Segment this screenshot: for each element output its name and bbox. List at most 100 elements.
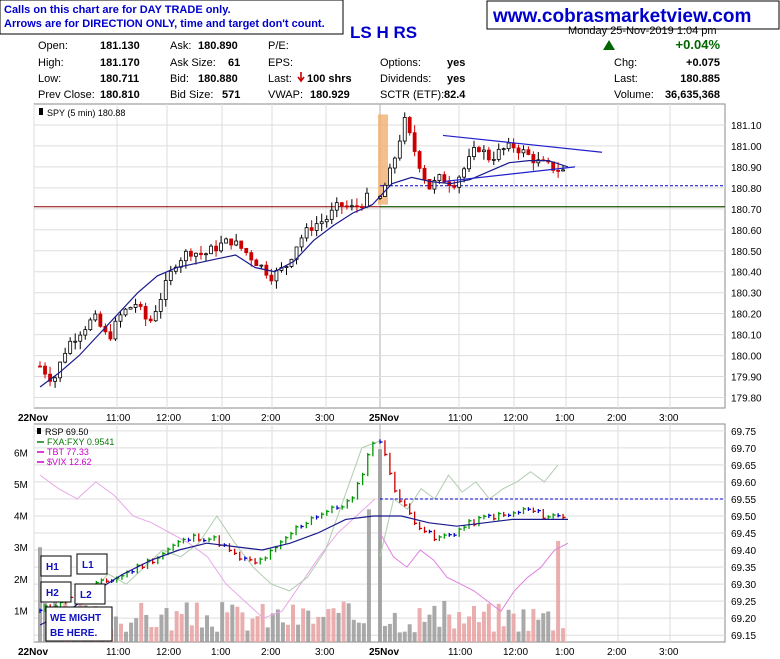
fxa-line-day1 bbox=[89, 440, 381, 595]
indicator-tick-label: 69.35 bbox=[731, 563, 756, 574]
h2-label: H2 bbox=[46, 588, 59, 599]
ask-size-value: 61 bbox=[228, 57, 240, 69]
volume-bar bbox=[422, 621, 427, 642]
candle-body bbox=[269, 274, 274, 282]
indicator-tick-label: 69.50 bbox=[731, 512, 756, 523]
candle-body bbox=[239, 240, 244, 249]
volume-bar bbox=[457, 612, 462, 642]
candle-body bbox=[319, 221, 324, 225]
price-tick-label: 180.30 bbox=[731, 289, 762, 300]
price-tick-label: 180.40 bbox=[731, 268, 762, 279]
last2-label: Last: bbox=[614, 73, 638, 85]
candle-body bbox=[128, 307, 133, 310]
price-tick-label: 180.90 bbox=[731, 163, 762, 174]
indicator-tick-label: 69.15 bbox=[731, 631, 756, 642]
candle-body bbox=[467, 156, 471, 170]
volume-bar bbox=[316, 616, 321, 642]
price-tick-label: 180.10 bbox=[731, 331, 762, 342]
indicator-tick-label: 69.40 bbox=[731, 546, 756, 557]
ask-label: Ask: bbox=[170, 40, 191, 52]
open-value: 181.130 bbox=[100, 40, 140, 52]
candle-body bbox=[249, 252, 254, 261]
volume-bar bbox=[154, 627, 159, 642]
candle-body bbox=[511, 142, 516, 149]
indicator-tick-label: 69.55 bbox=[731, 495, 756, 506]
candle-body bbox=[397, 140, 402, 159]
volume-bar bbox=[174, 611, 179, 642]
date-label: Monday 25-Nov-2019 1:04 pm bbox=[568, 25, 717, 37]
up-triangle-icon bbox=[603, 40, 615, 50]
candle-body bbox=[536, 159, 541, 164]
volume-bar bbox=[491, 631, 496, 642]
indicator-tick-label: 69.75 bbox=[731, 427, 756, 438]
candle-body bbox=[412, 132, 417, 152]
volume-bar bbox=[205, 615, 209, 642]
h1-box bbox=[40, 555, 72, 577]
volume-bar bbox=[285, 624, 290, 642]
candle-body bbox=[462, 168, 467, 178]
volume-bar bbox=[326, 609, 331, 642]
volume-bar bbox=[397, 632, 402, 642]
candle-body bbox=[349, 205, 354, 208]
volume-bar bbox=[235, 606, 240, 642]
volume-bar bbox=[164, 608, 169, 642]
volume-bar bbox=[442, 600, 447, 642]
volume-label: Volume: bbox=[614, 89, 654, 101]
volume-bar bbox=[407, 624, 412, 642]
volume-bar bbox=[476, 622, 481, 642]
volume-bar bbox=[346, 603, 351, 642]
candle-body bbox=[299, 237, 304, 248]
last-shares-value: 100 shrs bbox=[307, 73, 352, 85]
price-time-label: 1:00 bbox=[555, 413, 575, 424]
candle-body bbox=[229, 238, 234, 246]
volume-bar bbox=[467, 616, 472, 642]
volume-bar bbox=[387, 623, 392, 642]
disclaimer-line-2: Arrows are for DIRECTION ONLY, time and … bbox=[4, 18, 325, 30]
candle-body bbox=[506, 142, 511, 150]
volume-bar bbox=[511, 613, 516, 642]
chg-label: Chg: bbox=[614, 57, 637, 69]
candle-body bbox=[158, 299, 163, 312]
indicator-tick-label: 69.25 bbox=[731, 597, 756, 608]
candle-body bbox=[407, 117, 412, 134]
volume-bar bbox=[245, 630, 250, 642]
price-time-label: 12:00 bbox=[156, 413, 181, 424]
volume-bar bbox=[159, 614, 164, 642]
volume-bar bbox=[184, 602, 189, 642]
indicator-time-label: 11:00 bbox=[448, 647, 473, 658]
note-box bbox=[45, 606, 113, 642]
volume-bar bbox=[506, 609, 511, 642]
dividends-value: yes bbox=[447, 73, 465, 85]
indicator-tick-label: 69.70 bbox=[731, 444, 756, 455]
price-time-label: 11:00 bbox=[106, 413, 131, 424]
volume-bar bbox=[382, 625, 387, 642]
prev-close-value: 180.810 bbox=[100, 89, 140, 101]
candle-body bbox=[163, 280, 168, 300]
website-link[interactable]: www.cobrasmarketview.com bbox=[492, 6, 751, 27]
volume-bar bbox=[556, 540, 561, 642]
ask-value: 180.890 bbox=[198, 40, 238, 52]
candle-body bbox=[516, 147, 521, 154]
candle-body bbox=[496, 148, 501, 160]
vix-legend-label: $VIX 12.62 bbox=[47, 457, 92, 467]
volume-bar bbox=[113, 616, 118, 642]
indicator-tick-label: 69.65 bbox=[731, 461, 756, 472]
spy-legend-swatch bbox=[39, 108, 43, 115]
volume-bar bbox=[546, 611, 551, 642]
candle-body bbox=[501, 148, 506, 151]
l2-label: L2 bbox=[80, 590, 92, 601]
candle-body bbox=[486, 149, 491, 161]
annotation-boxes: H1 L1 H2 L2 WE MIGHT BE HERE. bbox=[40, 553, 113, 642]
volume-tick-label: 3M bbox=[14, 543, 28, 554]
eps-label: EPS: bbox=[268, 57, 293, 69]
volume-bar bbox=[296, 624, 301, 642]
high-label: High: bbox=[38, 57, 64, 69]
volume-bar bbox=[139, 602, 144, 642]
candle-body bbox=[199, 252, 203, 256]
price-tick-label: 181.10 bbox=[731, 121, 762, 132]
candle-body bbox=[309, 227, 314, 231]
tbt-legend-label: TBT 77.33 bbox=[47, 447, 89, 457]
candle-body bbox=[224, 238, 229, 244]
volume-bar bbox=[447, 614, 452, 642]
